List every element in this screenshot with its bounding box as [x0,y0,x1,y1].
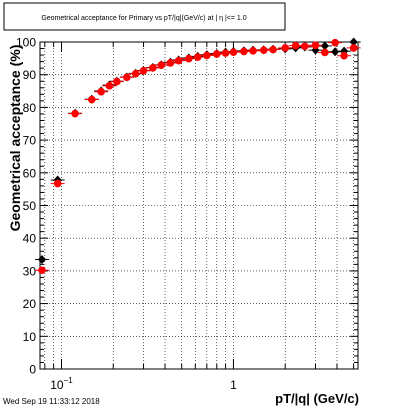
y-tick-label: 100 [16,36,36,50]
red-circle-point [269,45,277,54]
x-tick-labels: 10−1 1 [50,376,237,392]
red-circle-point [174,56,183,65]
y-tick-label: 70 [23,134,37,148]
red-circle-point [105,82,114,90]
grid-lines [40,42,358,369]
y-tick-label: 30 [23,264,37,278]
red-circle-point [311,41,320,50]
y-tick-labels: 0 10 20 30 40 50 60 70 80 90 100 [16,36,36,377]
red-circle-point [193,53,202,61]
y-tick-label: 0 [29,363,36,377]
red-circle-point [249,47,257,55]
y-tick-label: 40 [23,232,37,246]
chart-title: Geometrical acceptance for Primary vs pT… [41,15,246,22]
black-diamond-point [37,254,46,264]
black-diamond-point [320,41,329,51]
red-circle-point [97,87,105,96]
red-circle-point [87,95,96,104]
red-circle-point [221,49,230,57]
red-circle-point [259,46,268,54]
red-circle-point [113,77,121,86]
red-circle-point [291,41,300,50]
red-circle-point [240,47,248,56]
x-axis-title: pT/|q| (GeV/c) [275,391,359,406]
x-tick-label-base: 1 [230,378,237,392]
red-circle-point [340,51,348,60]
red-circle-point [331,38,339,47]
red-circle-point [149,64,157,72]
red-circle-point [131,69,140,78]
x-tick-label: 10−1 [50,376,73,392]
red-circle-point [229,48,238,56]
red-circle-point [212,50,221,58]
red-circle-point [38,266,46,275]
y-tick-label: 90 [23,68,37,82]
black-diamond-point [331,47,340,57]
x-tick-label-base: 10 [50,378,64,392]
red-circle-point [123,73,131,82]
red-circle-point [157,61,165,70]
y-tick-label: 50 [23,199,37,213]
red-circle-point [281,44,290,52]
y-tick-label: 80 [23,101,37,115]
red-circle-point [321,48,329,57]
y-tick-label: 60 [23,166,37,180]
red-circle-point [71,109,79,118]
timestamp: Wed Sep 19 11:33:12 2018 [3,397,100,406]
red-circle-point [349,44,358,52]
red-circle-point [203,51,211,60]
title-box-frame [3,2,286,31]
data-points [34,37,361,275]
x-tick-label-exponent: −1 [64,376,74,385]
y-tick-label: 10 [23,330,37,344]
y-tick-label: 20 [23,297,37,311]
x-tick-label: 1 [230,378,237,392]
red-circle-point [139,66,148,75]
red-circle-point [301,42,309,51]
black-diamond-point [349,37,358,47]
title-box: Geometrical acceptance for Primary vs pT… [3,2,286,31]
red-circle-point [185,54,193,63]
red-circle-point [53,179,62,188]
y-axis-title: Geometrical acceptance (%) [7,45,23,232]
